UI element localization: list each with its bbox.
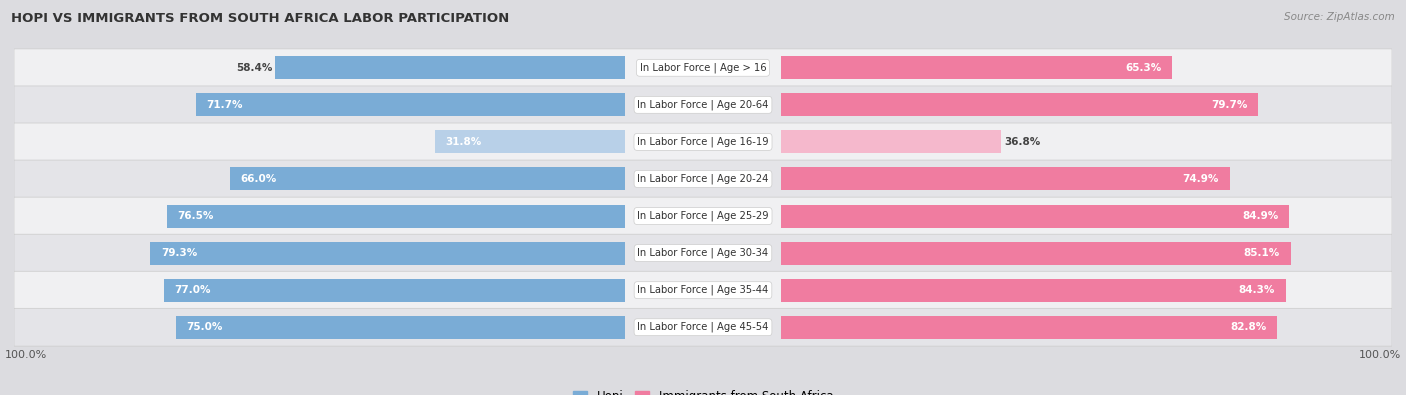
Text: In Labor Force | Age 20-64: In Labor Force | Age 20-64 [637, 100, 769, 110]
Text: 66.0%: 66.0% [240, 174, 277, 184]
FancyBboxPatch shape [14, 49, 1392, 87]
Text: 76.5%: 76.5% [177, 211, 214, 221]
Text: In Labor Force | Age 20-24: In Labor Force | Age 20-24 [637, 174, 769, 184]
Text: HOPI VS IMMIGRANTS FROM SOUTH AFRICA LABOR PARTICIPATION: HOPI VS IMMIGRANTS FROM SOUTH AFRICA LAB… [11, 12, 509, 25]
Text: In Labor Force | Age 45-54: In Labor Force | Age 45-54 [637, 322, 769, 333]
Bar [167, 205, 626, 228]
Bar [780, 278, 1286, 302]
Bar [150, 242, 626, 265]
Bar [434, 130, 626, 153]
Text: 85.1%: 85.1% [1244, 248, 1279, 258]
Text: 84.9%: 84.9% [1243, 211, 1278, 221]
Bar [780, 242, 1291, 265]
FancyBboxPatch shape [14, 160, 1392, 198]
Text: 79.3%: 79.3% [160, 248, 197, 258]
Text: In Labor Force | Age 25-29: In Labor Force | Age 25-29 [637, 211, 769, 221]
Text: 71.7%: 71.7% [207, 100, 243, 110]
Text: 84.3%: 84.3% [1239, 285, 1275, 295]
Bar [229, 167, 626, 190]
FancyBboxPatch shape [14, 271, 1392, 309]
Text: 77.0%: 77.0% [174, 285, 211, 295]
Bar [780, 167, 1230, 190]
Text: 36.8%: 36.8% [1004, 137, 1040, 147]
Bar [276, 56, 626, 79]
Bar [780, 130, 1001, 153]
Text: 82.8%: 82.8% [1230, 322, 1267, 332]
FancyBboxPatch shape [14, 86, 1392, 124]
Text: Source: ZipAtlas.com: Source: ZipAtlas.com [1284, 12, 1395, 22]
Bar [780, 56, 1173, 79]
Text: In Labor Force | Age 30-34: In Labor Force | Age 30-34 [637, 248, 769, 258]
Text: 31.8%: 31.8% [446, 137, 482, 147]
Text: 74.9%: 74.9% [1182, 174, 1219, 184]
FancyBboxPatch shape [14, 123, 1392, 161]
Bar [780, 205, 1289, 228]
Bar [780, 93, 1258, 117]
Text: 65.3%: 65.3% [1125, 63, 1161, 73]
Bar [780, 316, 1277, 339]
FancyBboxPatch shape [14, 197, 1392, 235]
FancyBboxPatch shape [14, 234, 1392, 272]
Bar [195, 93, 626, 117]
Text: 58.4%: 58.4% [236, 63, 273, 73]
Text: In Labor Force | Age > 16: In Labor Force | Age > 16 [640, 62, 766, 73]
Text: In Labor Force | Age 16-19: In Labor Force | Age 16-19 [637, 137, 769, 147]
Text: In Labor Force | Age 35-44: In Labor Force | Age 35-44 [637, 285, 769, 295]
Legend: Hopi, Immigrants from South Africa: Hopi, Immigrants from South Africa [568, 385, 838, 395]
Bar [176, 316, 626, 339]
FancyBboxPatch shape [14, 308, 1392, 346]
Text: 79.7%: 79.7% [1211, 100, 1247, 110]
Text: 75.0%: 75.0% [187, 322, 224, 332]
Bar [165, 278, 626, 302]
